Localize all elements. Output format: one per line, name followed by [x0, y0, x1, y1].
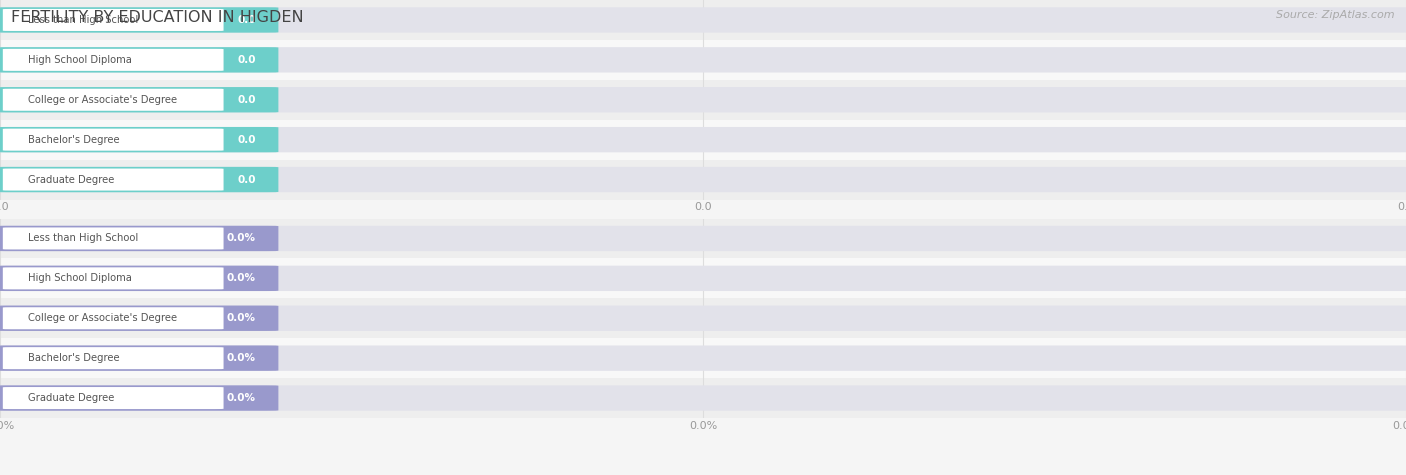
Text: 0.0: 0.0 [238, 95, 256, 105]
Bar [0, 80, 1406, 120]
Bar [0, 160, 1406, 200]
Text: College or Associate's Degree: College or Associate's Degree [28, 95, 177, 105]
Text: 0.0%: 0.0% [226, 233, 256, 244]
Text: Graduate Degree: Graduate Degree [28, 174, 114, 185]
FancyBboxPatch shape [0, 305, 278, 331]
FancyBboxPatch shape [0, 226, 1406, 251]
Text: Graduate Degree: Graduate Degree [28, 393, 114, 403]
FancyBboxPatch shape [3, 347, 224, 369]
FancyBboxPatch shape [3, 89, 224, 111]
Text: Less than High School: Less than High School [28, 15, 138, 25]
FancyBboxPatch shape [3, 169, 224, 190]
Text: 0.0: 0.0 [238, 15, 256, 25]
Text: 0.0%: 0.0% [226, 313, 256, 323]
FancyBboxPatch shape [0, 47, 1406, 73]
Text: Bachelor's Degree: Bachelor's Degree [28, 134, 120, 145]
Bar [0, 218, 1406, 258]
FancyBboxPatch shape [0, 385, 1406, 411]
FancyBboxPatch shape [3, 228, 224, 249]
FancyBboxPatch shape [3, 129, 224, 151]
FancyBboxPatch shape [0, 7, 278, 33]
FancyBboxPatch shape [0, 7, 1406, 33]
Text: High School Diploma: High School Diploma [28, 273, 132, 284]
FancyBboxPatch shape [0, 127, 278, 152]
Text: Bachelor's Degree: Bachelor's Degree [28, 353, 120, 363]
Text: Source: ZipAtlas.com: Source: ZipAtlas.com [1277, 10, 1395, 19]
Bar [0, 0, 1406, 40]
Text: 0.0: 0.0 [238, 55, 256, 65]
Text: FERTILITY BY EDUCATION IN HIGDEN: FERTILITY BY EDUCATION IN HIGDEN [11, 10, 304, 25]
FancyBboxPatch shape [3, 387, 224, 409]
FancyBboxPatch shape [0, 167, 1406, 192]
Bar [0, 298, 1406, 338]
FancyBboxPatch shape [0, 385, 278, 411]
Text: 0.0%: 0.0% [226, 273, 256, 284]
FancyBboxPatch shape [0, 87, 1406, 113]
FancyBboxPatch shape [0, 167, 278, 192]
FancyBboxPatch shape [0, 266, 278, 291]
Text: College or Associate's Degree: College or Associate's Degree [28, 313, 177, 323]
FancyBboxPatch shape [3, 267, 224, 289]
Text: 0.0: 0.0 [238, 174, 256, 185]
FancyBboxPatch shape [0, 87, 278, 113]
Bar [0, 120, 1406, 160]
Text: High School Diploma: High School Diploma [28, 55, 132, 65]
FancyBboxPatch shape [3, 9, 224, 31]
FancyBboxPatch shape [0, 345, 278, 371]
Bar [0, 338, 1406, 378]
Text: 0.0%: 0.0% [226, 353, 256, 363]
Bar [0, 378, 1406, 418]
Text: 0.0%: 0.0% [226, 393, 256, 403]
Bar [0, 40, 1406, 80]
FancyBboxPatch shape [0, 226, 278, 251]
FancyBboxPatch shape [0, 127, 1406, 152]
FancyBboxPatch shape [0, 266, 1406, 291]
FancyBboxPatch shape [3, 307, 224, 329]
FancyBboxPatch shape [3, 49, 224, 71]
FancyBboxPatch shape [0, 47, 278, 73]
FancyBboxPatch shape [0, 345, 1406, 371]
Text: Less than High School: Less than High School [28, 233, 138, 244]
Bar [0, 258, 1406, 298]
FancyBboxPatch shape [0, 305, 1406, 331]
Text: 0.0: 0.0 [238, 134, 256, 145]
